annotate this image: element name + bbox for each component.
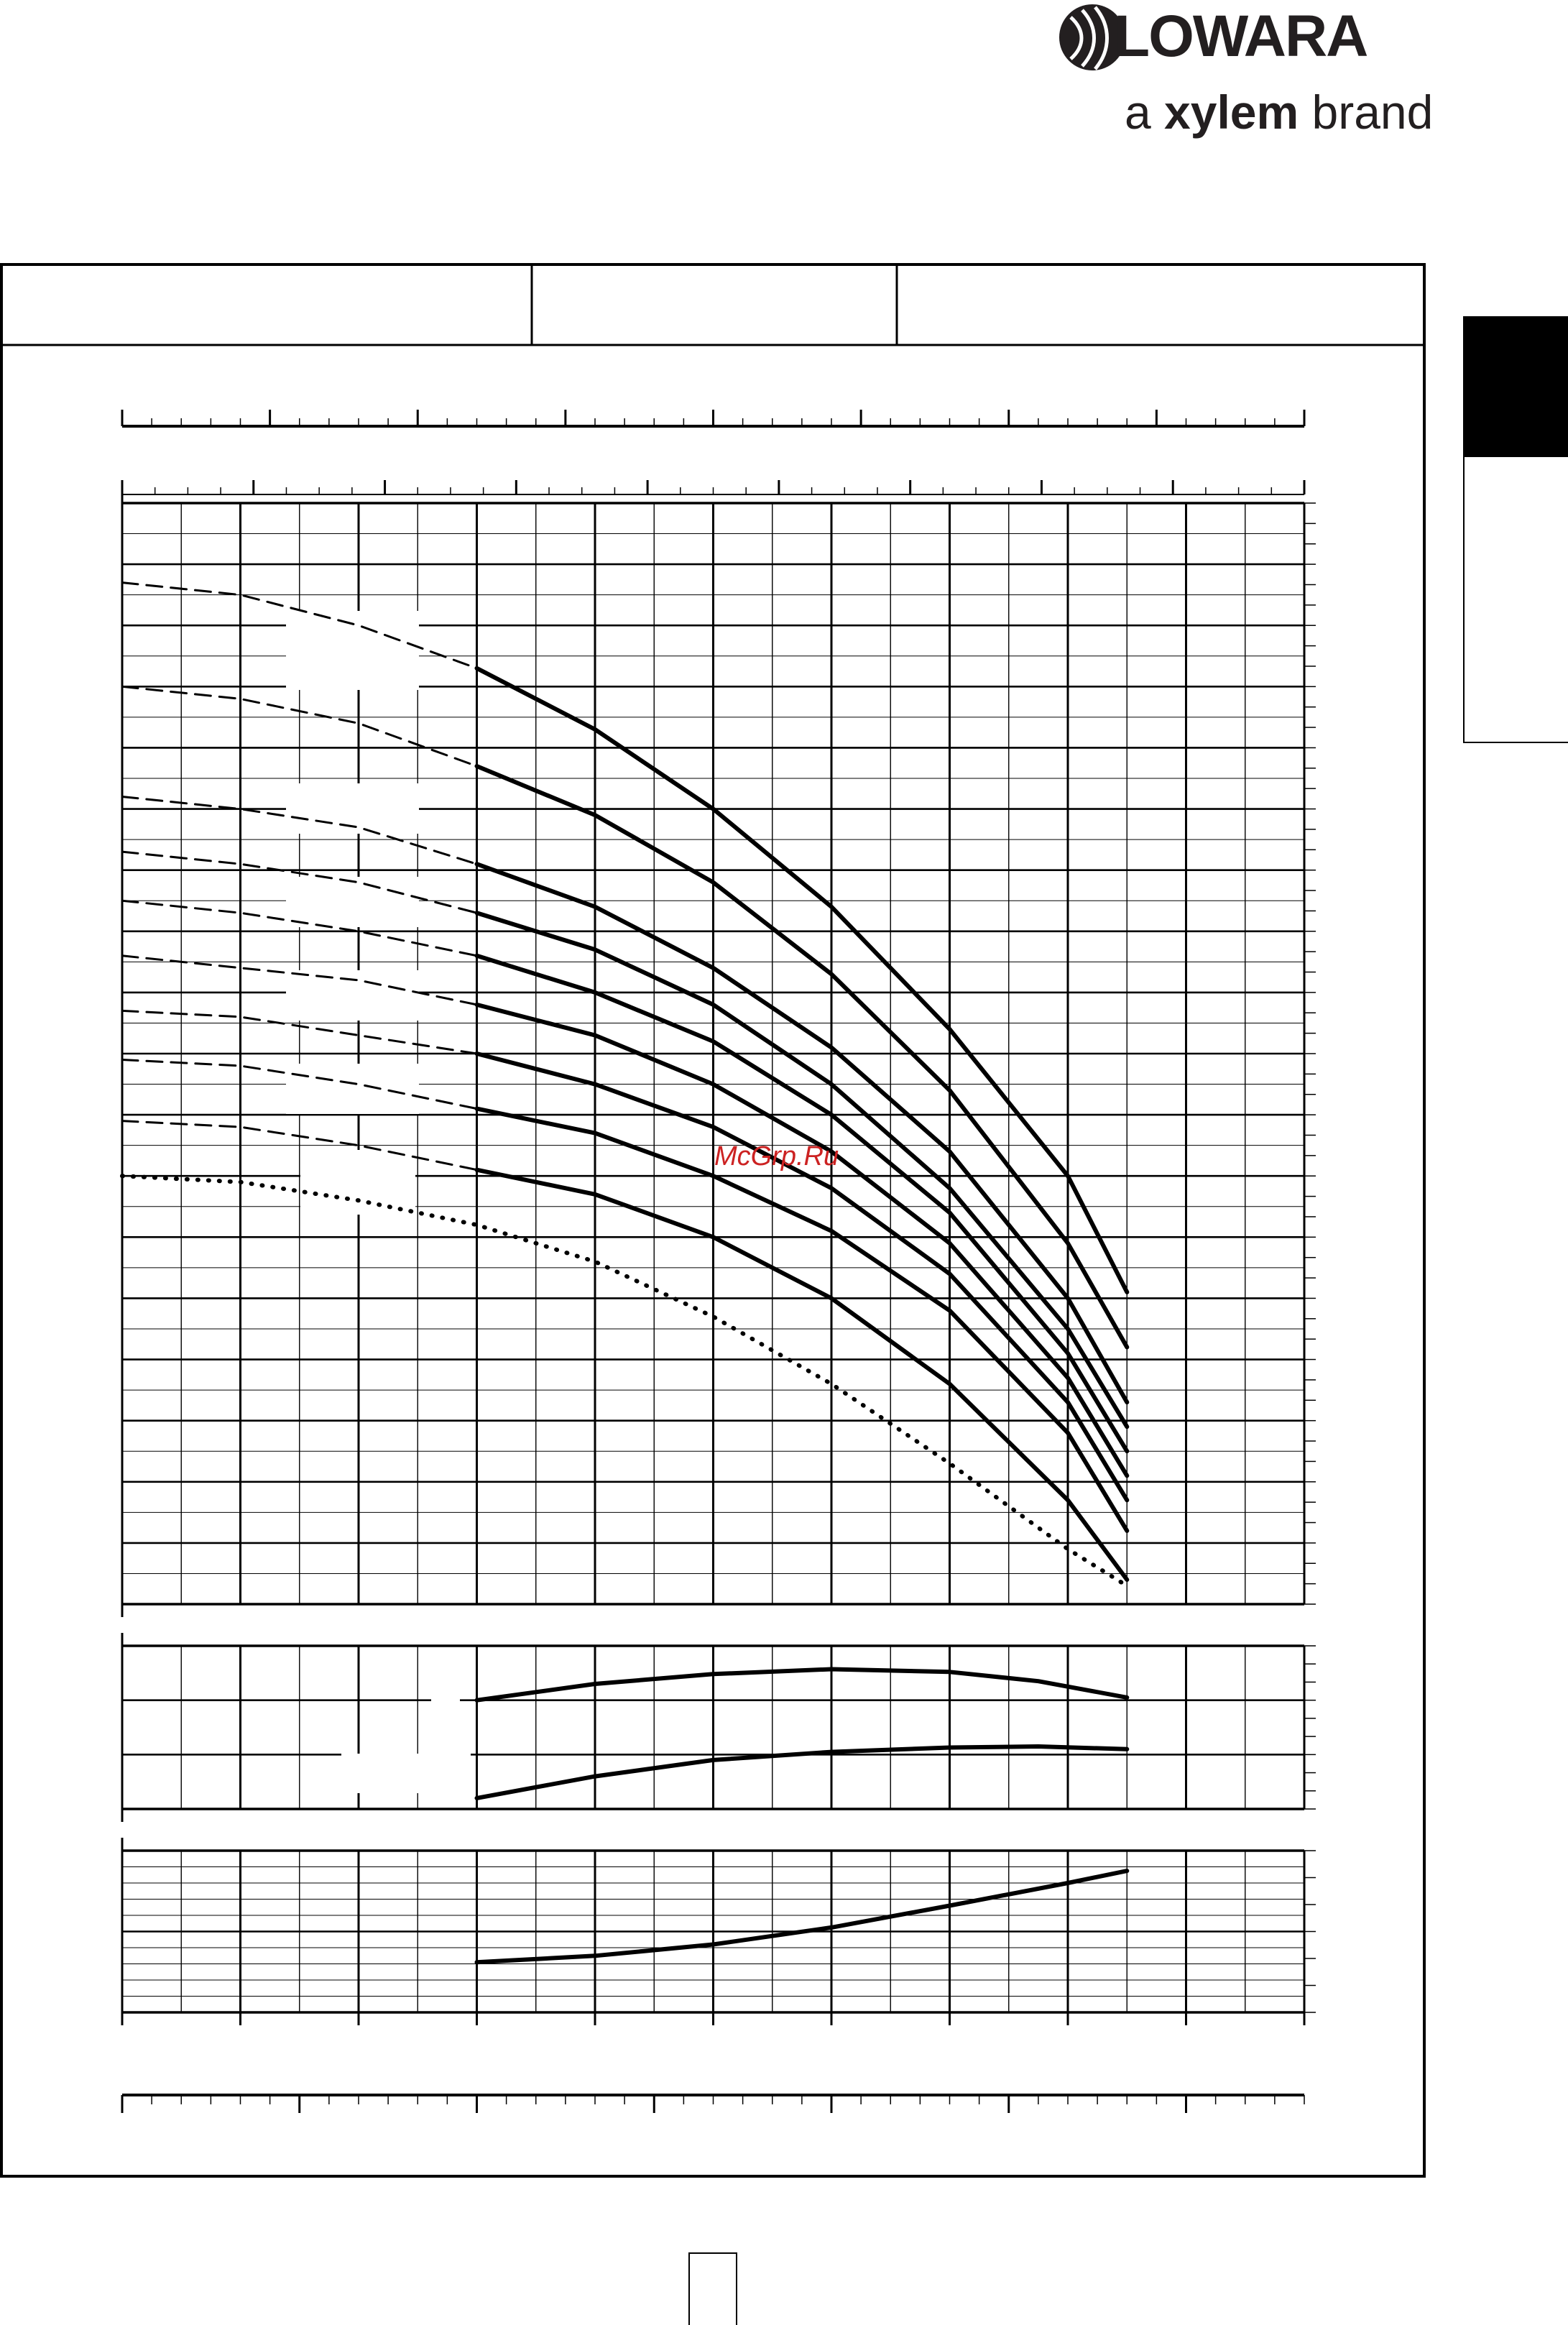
series-line-solid: [474, 1744, 1130, 1800]
series-line-solid: [474, 1869, 1130, 1965]
series-line-solid: [474, 953, 1130, 1454]
brand-name: LOWARA: [1114, 4, 1368, 69]
tagline-suffix: brand: [1299, 86, 1434, 139]
label-mask: [286, 1064, 419, 1114]
section-tab-marker: [1463, 316, 1568, 457]
series-line-solid: [474, 911, 1130, 1429]
frame-border: [0, 263, 1426, 2178]
series-line-dashed: [121, 1120, 478, 1171]
series-line-solid: [474, 1167, 1130, 1582]
series-line-solid: [474, 666, 1130, 1294]
section-tab-panel: [1463, 457, 1568, 743]
series-line-dashed: [121, 954, 478, 1006]
tagline-prefix: a: [1125, 86, 1165, 139]
chart-frame: [0, 263, 1426, 2178]
series-line-solid: [474, 1667, 1130, 1703]
label-mask: [341, 1754, 471, 1793]
label-mask: [300, 1150, 415, 1215]
label-mask: [431, 1653, 460, 1703]
brand-tagline: a xylem brand: [1125, 85, 1433, 139]
series-line-solid: [474, 862, 1130, 1405]
label-mask: [286, 970, 419, 1021]
top-scale: [121, 410, 1306, 495]
watermark-text: McGrp.Ru: [714, 1141, 839, 1171]
series-line-dashed: [121, 1009, 478, 1055]
series-line-dotted: [120, 1174, 1130, 1588]
tagline-brand: xylem: [1164, 86, 1299, 139]
series-line-dashed: [121, 796, 478, 865]
page-number-box: [688, 2252, 737, 2325]
label-mask: [286, 877, 419, 927]
series-line-solid: [474, 764, 1130, 1350]
series-line-solid: [474, 1106, 1130, 1533]
series-line-dashed: [121, 581, 478, 670]
series-line-dashed: [121, 850, 478, 914]
series-line-dashed: [121, 685, 478, 768]
efficiency-panel: [121, 1633, 1316, 1822]
series-line-solid: [474, 1002, 1130, 1478]
power-panel: [121, 1838, 1316, 2025]
head-curve-panel: [120, 490, 1316, 1617]
lowara-logo-icon: [1059, 4, 1125, 70]
series-line-dashed: [121, 899, 478, 957]
series-line-dashed: [121, 1059, 478, 1110]
bottom-scale: [121, 2012, 1306, 2113]
series-line-solid: [474, 1051, 1130, 1503]
